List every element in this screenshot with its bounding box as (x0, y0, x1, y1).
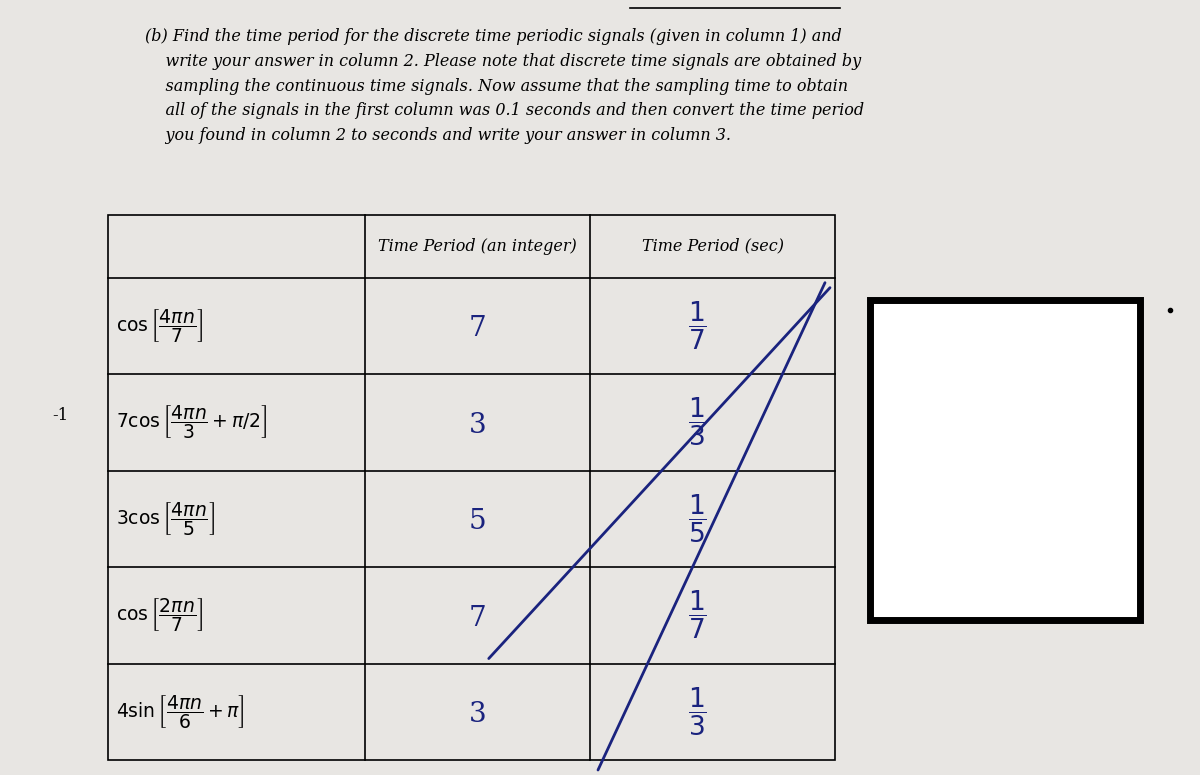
Text: $\cos\left[\dfrac{2\pi n}{7}\right]$: $\cos\left[\dfrac{2\pi n}{7}\right]$ (116, 597, 203, 634)
Bar (870, 300, 1140, 620)
Text: $\dfrac{1}{3}$: $\dfrac{1}{3}$ (688, 396, 707, 449)
Text: Time Period (sec): Time Period (sec) (642, 238, 784, 255)
Text: $\dfrac{1}{3}$: $\dfrac{1}{3}$ (688, 686, 707, 738)
Text: $\cos\left[\dfrac{4\pi n}{7}\right]$: $\cos\left[\dfrac{4\pi n}{7}\right]$ (116, 307, 203, 345)
Text: (b) Find the time period for the discrete time periodic signals (given in column: (b) Find the time period for the discret… (145, 28, 864, 144)
Text: $4\sin\left[\dfrac{4\pi n}{6} + \pi\right]$: $4\sin\left[\dfrac{4\pi n}{6} + \pi\righ… (116, 693, 245, 731)
Text: $\dfrac{1}{7}$: $\dfrac{1}{7}$ (688, 589, 707, 642)
Bar (108, 215, 835, 760)
Text: $3\cos\left[\dfrac{4\pi n}{5}\right]$: $3\cos\left[\dfrac{4\pi n}{5}\right]$ (116, 500, 215, 538)
Text: 3: 3 (469, 701, 486, 728)
Text: $7\cos\left[\dfrac{4\pi n}{3} + \pi/2\right]$: $7\cos\left[\dfrac{4\pi n}{3} + \pi/2\ri… (116, 404, 268, 441)
Text: 7: 7 (469, 604, 486, 632)
Text: -1: -1 (52, 407, 68, 423)
Text: 7: 7 (469, 315, 486, 343)
Text: $\dfrac{1}{5}$: $\dfrac{1}{5}$ (688, 493, 707, 545)
Text: Time Period (an integer): Time Period (an integer) (378, 238, 577, 255)
Text: $\dfrac{1}{7}$: $\dfrac{1}{7}$ (688, 300, 707, 352)
Text: 5: 5 (469, 508, 486, 536)
Text: 3: 3 (469, 412, 486, 439)
